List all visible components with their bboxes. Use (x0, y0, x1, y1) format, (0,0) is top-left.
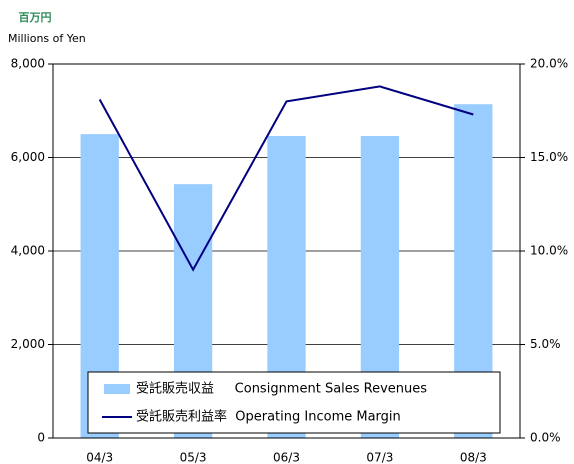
x-tick-label: 08/3 (460, 451, 487, 464)
y2-tick-label: 20.0% (530, 57, 568, 71)
legend-swatch (104, 384, 130, 394)
y-tick-label: 0 (37, 431, 45, 445)
plot-frame (52, 63, 521, 439)
x-tick-label: 04/3 (86, 451, 113, 464)
line (98, 85, 474, 272)
y2-tick-label: 0.0% (530, 431, 561, 445)
x-tick-label: 06/3 (273, 451, 300, 464)
legend-label: 受託販売利益率 Operating Income Margin (136, 409, 401, 425)
y2-tick-label: 5.0% (530, 337, 561, 351)
y-tick-label: 8,000 (11, 57, 45, 71)
y2-tick-label: 10.0% (530, 244, 568, 258)
y-tick-label: 2,000 (11, 337, 45, 351)
unit-label-en: Millions of Yen (8, 32, 86, 45)
y2-tick-label: 15.0% (530, 150, 568, 164)
unit-label-jp: 百万円 (19, 11, 52, 24)
legend-box (87, 371, 501, 434)
x-tick-label: 07/3 (366, 451, 393, 464)
y-tick-label: 4,000 (11, 244, 45, 258)
y-tick-label: 6,000 (11, 150, 45, 164)
x-tick-label: 05/3 (180, 451, 207, 464)
legend-label: 受託販売収益 Consignment Sales Revenues (136, 381, 427, 397)
